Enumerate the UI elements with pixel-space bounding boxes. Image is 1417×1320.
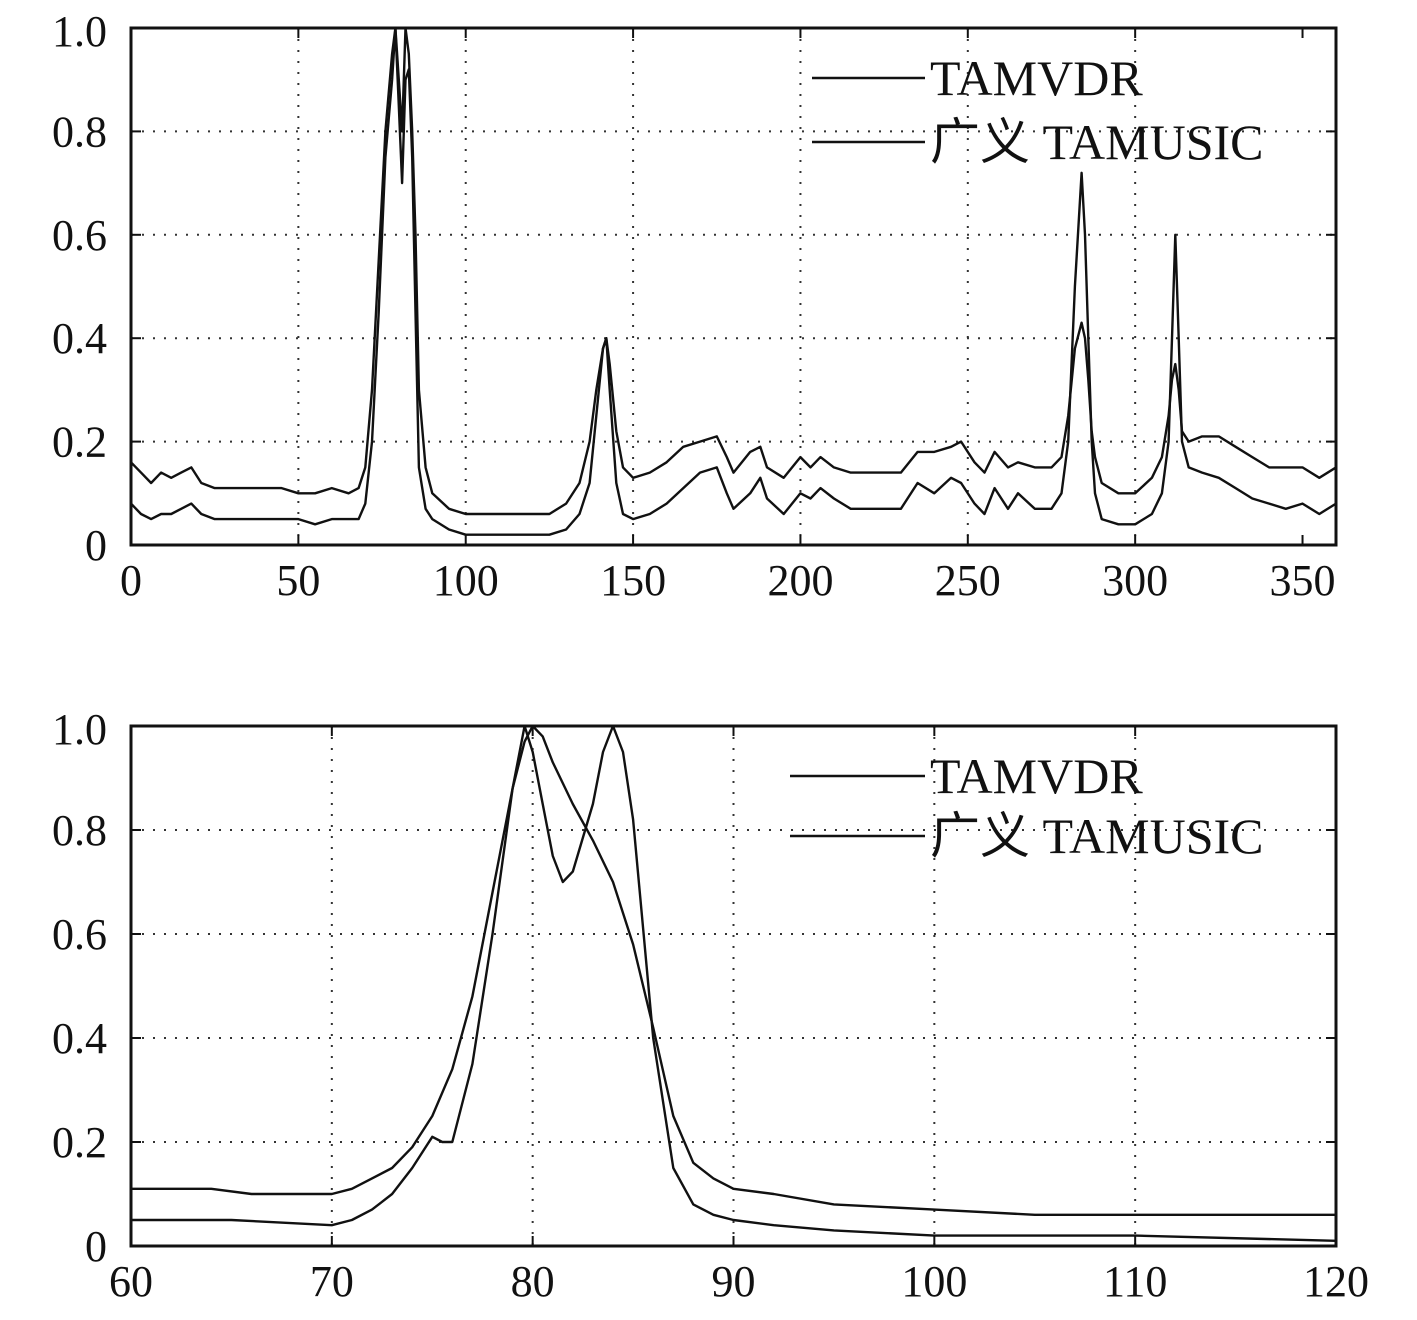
axes-frame bbox=[129, 26, 1338, 547]
x-tick-label: 150 bbox=[600, 556, 666, 605]
x-tick-label: 120 bbox=[1303, 1257, 1369, 1306]
y-tick-label: 0 bbox=[85, 521, 107, 570]
y-tick-label: 1.0 bbox=[52, 705, 107, 754]
x-tick-label: 70 bbox=[310, 1257, 354, 1306]
x-tick-label: 110 bbox=[1103, 1257, 1167, 1306]
y-tick-label: 0.8 bbox=[52, 107, 107, 156]
legend-label-1: TAMVDR bbox=[930, 50, 1143, 106]
chart-panel-1: 0 50 100 150 200 250 300 350 0 0.2 0.4 0.6 0.8 1.0 TAM… bbox=[52, 7, 1338, 605]
x-tick-label: 90 bbox=[712, 1257, 756, 1306]
chart-panel-2: 60 70 80 90 100 110 120 0 0.2 0.4 0.6 0.8 1.0 TAMVDR广… bbox=[52, 705, 1369, 1306]
series-line-2 bbox=[131, 28, 1336, 536]
y-tick-label: 0.4 bbox=[52, 1014, 107, 1063]
x-tick-label: 50 bbox=[276, 556, 320, 605]
x-tick-label: 100 bbox=[433, 556, 499, 605]
axes-frame bbox=[129, 724, 1338, 1248]
y-tick-label: 0.6 bbox=[52, 910, 107, 959]
y-tick-label: 0.2 bbox=[52, 1118, 107, 1167]
x-tick-label: 250 bbox=[935, 556, 1001, 605]
y-tick-label: 1.0 bbox=[52, 7, 107, 56]
x-tick-label: 80 bbox=[511, 1257, 555, 1306]
x-tick-label: 200 bbox=[767, 556, 833, 605]
legend-label-2: 广义 TAMUSIC bbox=[930, 114, 1264, 170]
y-tick-label: 0 bbox=[85, 1222, 107, 1271]
series-line-2 bbox=[131, 726, 1336, 1242]
x-tick-label: 350 bbox=[1270, 556, 1336, 605]
legend-label-1: TAMVDR bbox=[930, 748, 1143, 804]
series-line-1 bbox=[131, 726, 1336, 1217]
y-tick-label: 0.2 bbox=[52, 418, 107, 467]
y-tick-label: 0.8 bbox=[52, 806, 107, 855]
x-tick-label: 100 bbox=[901, 1257, 967, 1306]
x-tick-label: 300 bbox=[1102, 556, 1168, 605]
series-line-1 bbox=[131, 28, 1336, 516]
legend-label-2: 广义 TAMUSIC bbox=[930, 808, 1264, 864]
x-tick-label: 0 bbox=[120, 556, 142, 605]
legend: TAMVDR 广义 TAMUSIC bbox=[812, 50, 1264, 170]
y-tick-label: 0.6 bbox=[52, 211, 107, 260]
y-tick-label: 0.4 bbox=[52, 314, 107, 363]
x-tick-label: 60 bbox=[109, 1257, 153, 1306]
